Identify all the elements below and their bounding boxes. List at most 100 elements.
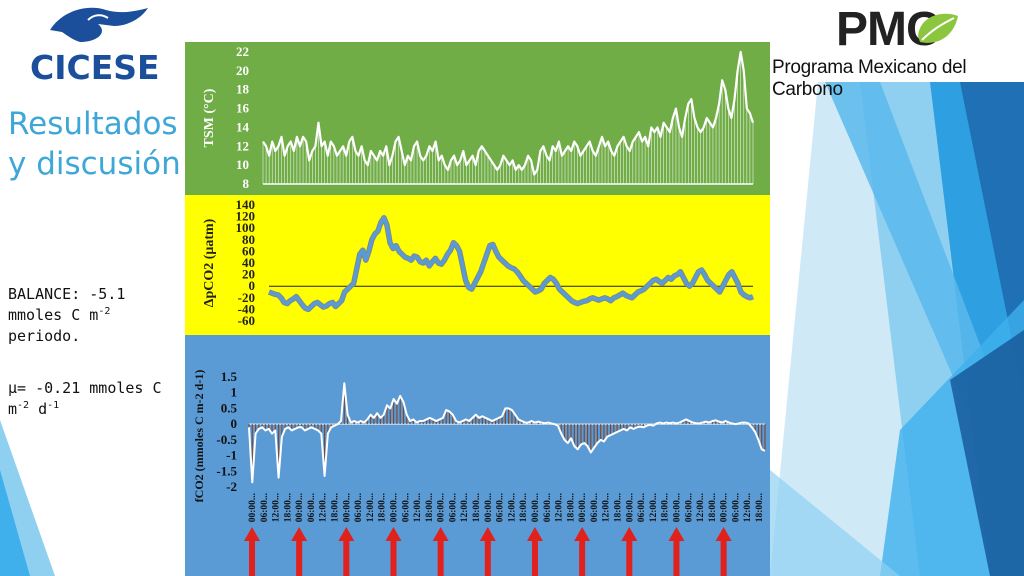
- balance-line1: BALANCE: -5.1: [8, 285, 126, 303]
- slide-title: Resultados y discusión: [8, 104, 183, 184]
- dpco2-ytick-label: 60: [242, 243, 255, 258]
- tsm-ytick-label: 10: [236, 157, 249, 172]
- fco2-xtick-label: 18:00...: [614, 493, 624, 522]
- fco2-xtick-label: 00:00...: [389, 493, 399, 522]
- fco2-xtick-label: 06:00...: [307, 493, 317, 522]
- fco2-chart-panel: 1.5 1 0.5 0 -0.5 -1 -1.5 -2 fCO2 (mmoles C m-2 d…: [185, 335, 770, 576]
- tsm-ytick-label: 22: [236, 44, 249, 59]
- dpco2-chart-panel: 140 120 100 80 60 40 20 0 -20 -40 -60 ΔpCO2 (μatm): [185, 195, 770, 335]
- midnight-arrow-icon: [621, 527, 638, 576]
- fco2-ytick-label: -0.5: [216, 432, 237, 447]
- fco2-xtick-label: 00:00...: [484, 493, 494, 522]
- tsm-ylabel: TSM (°C): [202, 88, 217, 147]
- fco2-xtick-label: 18:00...: [519, 493, 529, 522]
- leaf-icon: [918, 13, 958, 43]
- midnight-arrow-icon: [479, 527, 496, 576]
- fco2-xtick-label: 00:00...: [531, 493, 541, 522]
- fco2-xtick-label: 06:00...: [590, 493, 600, 522]
- fco2-xtick-label: 12:00...: [272, 493, 282, 522]
- tsm-ytick-label: 18: [236, 82, 250, 97]
- fco2-xtick-label: 18:00...: [283, 493, 293, 522]
- dpco2-series-line: [268, 216, 754, 312]
- fco2-xtick-label: 18:00...: [331, 493, 341, 522]
- fco2-xtick-label: 12:00...: [460, 493, 470, 522]
- fco2-xtick-label: 00:00...: [437, 493, 447, 522]
- midnight-arrow-icon: [715, 527, 732, 576]
- fco2-xtick-label: 00:00...: [295, 493, 305, 522]
- tsm-ytick-label: 14: [236, 119, 250, 134]
- midnight-arrow-icon: [432, 527, 449, 576]
- fco2-xtick-label: 06:00...: [637, 493, 647, 522]
- tsm-chart-panel: 22 20 18 16 14 12 10 8 TSM (°C): [185, 42, 770, 195]
- balance-line2: mmoles C m-2: [8, 305, 180, 326]
- fco2-xtick-label: 12:00...: [413, 493, 423, 522]
- fco2-xtick-label: 12:00...: [696, 493, 706, 522]
- fco2-xtick-label: 12:00...: [649, 493, 659, 522]
- fco2-series-line: [248, 382, 766, 484]
- fco2-xtick-label: 18:00...: [661, 493, 671, 522]
- fco2-xtick-label: 12:00...: [366, 493, 376, 522]
- midnight-arrow-icon: [668, 527, 685, 576]
- fco2-ytick-label: -2: [226, 479, 237, 494]
- fco2-chart: 1.510.50-0.5-1-1.5-2 fCO2 (mmoles C m-2 d…: [192, 369, 766, 576]
- fco2-xtick-label: 00:00...: [578, 493, 588, 522]
- dpco2-ytick-label: 0: [249, 278, 256, 293]
- tsm-ytick-label: 8: [243, 176, 250, 191]
- fco2-ytick-label: -1.5: [216, 463, 237, 478]
- mean-unit-d: d: [29, 400, 48, 418]
- cicese-logo-text: CICESE: [30, 48, 160, 87]
- fco2-xtick-label: 12:00...: [507, 493, 517, 522]
- fco2-ytick-label: -1: [226, 448, 237, 463]
- midnight-arrow-icon: [385, 527, 402, 576]
- balance-note: BALANCE: -5.1 mmoles C m-2 periodo.: [8, 284, 180, 347]
- fco2-xtick-label: 18:00...: [378, 493, 388, 522]
- dpco2-ytick-label: 120: [236, 209, 256, 224]
- fco2-xtick-label: 06:00...: [543, 493, 553, 522]
- fco2-ytick-label: 0.5: [221, 400, 238, 415]
- fco2-xtick-label: 00:00...: [342, 493, 352, 522]
- fco2-ytick-label: 1: [231, 385, 238, 400]
- slide-title-line2: y discusión: [8, 146, 181, 182]
- dpco2-ytick-label: 20: [242, 267, 255, 282]
- dpco2-ytick-label: 80: [242, 232, 255, 247]
- mean-line2: m-2 d-1: [8, 399, 180, 420]
- mean-unit-sup2: -1: [47, 400, 60, 411]
- midnight-arrow-icon: [574, 527, 591, 576]
- tsm-series-line: [262, 50, 755, 176]
- tsm-ytick-label: 16: [236, 101, 250, 116]
- fco2-xtick-label: 12:00...: [602, 493, 612, 522]
- fco2-xtick-label: 18:00...: [755, 493, 765, 522]
- fco2-xtick-label: 00:00...: [625, 493, 635, 522]
- midnight-arrow-icon: [526, 527, 543, 576]
- slide-title-line1: Resultados: [8, 106, 178, 142]
- dpco2-ytick-label: -40: [238, 301, 255, 316]
- balance-unit: mmoles C m: [8, 306, 99, 324]
- fco2-xtick-label: 00:00...: [720, 493, 730, 522]
- fco2-ytick-label: 1.5: [221, 369, 238, 384]
- mean-note: μ= -0.21 mmoles C m-2 d-1: [8, 378, 180, 420]
- fco2-xtick-label: 18:00...: [472, 493, 482, 522]
- fco2-xtick-label: 06:00...: [401, 493, 411, 522]
- midnight-arrow-icon: [338, 527, 355, 576]
- balance-line3: periodo.: [8, 327, 81, 345]
- fco2-xtick-label: 12:00...: [743, 493, 753, 522]
- mean-line1: μ= -0.21 mmoles C: [8, 379, 162, 397]
- balance-unit-sup: -2: [98, 306, 111, 317]
- cicese-logo-icon: [50, 7, 148, 43]
- fco2-xtick-label: 18:00...: [708, 493, 718, 522]
- fco2-xtick-label: 12:00...: [319, 493, 329, 522]
- midnight-arrow-icon: [291, 527, 308, 576]
- fco2-xtick-label: 06:00...: [354, 493, 364, 522]
- dpco2-ytick-label: 140: [236, 197, 256, 212]
- tsm-ytick-label: 12: [236, 138, 249, 153]
- dpco2-ytick-label: -60: [238, 313, 255, 328]
- dpco2-ylabel: ΔpCO2 (μatm): [202, 218, 217, 307]
- midnight-arrow-icon: [244, 527, 260, 576]
- fco2-xtick-label: 18:00...: [566, 493, 576, 522]
- fco2-xtick-label: 00:00...: [672, 493, 682, 522]
- fco2-xtick-label: 18:00...: [425, 493, 435, 522]
- fco2-xtick-label: 06:00...: [731, 493, 741, 522]
- fco2-ytick-label: 0: [231, 416, 238, 431]
